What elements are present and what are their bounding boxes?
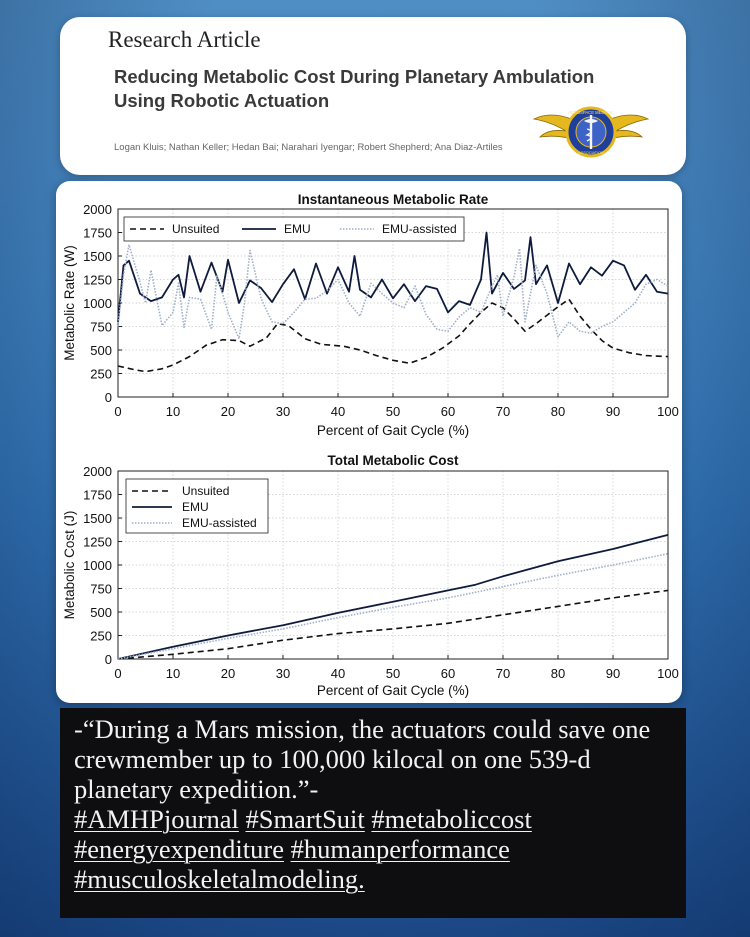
hashtag-link[interactable]: #musculoskeletalmodeling.: [74, 864, 365, 894]
x-tick-label: 40: [331, 404, 345, 419]
y-tick-label: 750: [90, 320, 112, 335]
x-tick-label: 60: [441, 666, 455, 681]
series-line-unsuited: [117, 298, 669, 373]
article-title: Reducing Metabolic Cost During Planetary…: [114, 66, 595, 111]
x-tick-label: 20: [221, 666, 235, 681]
x-tick-label: 70: [496, 404, 510, 419]
legend-label: Unsuited: [182, 484, 229, 498]
y-tick-label: 1500: [83, 249, 112, 264]
hashtag-link[interactable]: #SmartSuit: [245, 804, 365, 834]
legend-label: Unsuited: [172, 222, 219, 236]
x-tick-label: 100: [657, 666, 679, 681]
x-tick-label: 0: [114, 404, 121, 419]
article-header-card: Research Article Reducing Metabolic Cost…: [60, 17, 686, 175]
y-tick-label: 1500: [83, 511, 112, 526]
legend-label: EMU: [182, 500, 209, 514]
hashtag-list: #AMHPjournal #SmartSuit #metaboliccost #…: [74, 804, 532, 894]
y-tick-label: 2000: [83, 464, 112, 479]
y-axis-label: Metabolic Rate (W): [62, 245, 77, 361]
legend-label: EMU: [284, 222, 311, 236]
legend-box: [125, 478, 269, 534]
chart-1: 0 250 500 750 1000 1250 1500 1750 2000 0 10 20 30 40 5…: [62, 192, 679, 438]
y-tick-label: 250: [90, 367, 112, 382]
hashtag-link[interactable]: #humanperformance: [290, 834, 510, 864]
y-axis-label: Metabolic Cost (J): [62, 511, 77, 620]
x-tick-label: 50: [386, 666, 400, 681]
quote-paragraph: -“During a Mars mission, the actuators c…: [74, 714, 674, 894]
legend-box: [123, 216, 465, 242]
x-axis-label: Percent of Gait Cycle (%): [317, 683, 469, 698]
series-line-emu-assisted: [117, 552, 669, 660]
hashtag-link[interactable]: #energyexpenditure: [74, 834, 284, 864]
x-tick-label: 40: [331, 666, 345, 681]
x-tick-label: 60: [441, 404, 455, 419]
legend: Unsuited EMU EMU-assisted: [125, 478, 269, 534]
figure-card: 0 250 500 750 1000 1250 1500 1750 2000 0 10 20 30 40 5…: [56, 181, 682, 703]
chart-title: Total Metabolic Cost: [327, 453, 459, 468]
series-line-unsuited: [117, 589, 669, 660]
y-tick-label: 500: [90, 343, 112, 358]
x-tick-label: 10: [166, 666, 180, 681]
x-tick-label: 90: [606, 404, 620, 419]
y-tick-label: 2000: [83, 202, 112, 217]
y-tick-label: 750: [90, 582, 112, 597]
x-tick-label: 50: [386, 404, 400, 419]
quote-box: -“During a Mars mission, the actuators c…: [60, 708, 686, 918]
legend-label: EMU-assisted: [182, 516, 257, 530]
y-tick-label: 0: [105, 652, 112, 667]
x-tick-label: 100: [657, 404, 679, 419]
article-kicker: Research Article: [108, 27, 261, 52]
y-tick-label: 1750: [83, 488, 112, 503]
x-tick-label: 30: [276, 666, 290, 681]
series-line-emu: [117, 534, 669, 660]
hashtag-link[interactable]: #AMHPjournal: [74, 804, 239, 834]
y-tick-label: 0: [105, 390, 112, 405]
x-tick-label: 0: [114, 666, 121, 681]
y-tick-label: 1750: [83, 226, 112, 241]
x-tick-label: 90: [606, 666, 620, 681]
x-tick-label: 30: [276, 404, 290, 419]
y-tick-label: 250: [90, 629, 112, 644]
x-tick-label: 20: [221, 404, 235, 419]
article-authors: Logan Kluis; Nathan Keller; Hedan Bai; N…: [114, 142, 503, 153]
quote-text: -“During a Mars mission, the actuators c…: [74, 714, 651, 804]
y-tick-label: 1250: [83, 273, 112, 288]
chart-2: 0 250 500 750 1000 1250 1500 1750 2000 0 10 20 30 40 5…: [62, 453, 679, 698]
logo-text-bottom: ASSOCIATION: [578, 151, 604, 155]
chart-title: Instantaneous Metabolic Rate: [298, 192, 489, 207]
y-tick-label: 500: [90, 605, 112, 620]
hashtag-link[interactable]: #metaboliccost: [371, 804, 532, 834]
x-axis-label: Percent of Gait Cycle (%): [317, 423, 469, 438]
x-tick-label: 80: [551, 666, 565, 681]
x-tick-label: 10: [166, 404, 180, 419]
y-tick-label: 1000: [83, 558, 112, 573]
x-tick-label: 70: [496, 666, 510, 681]
legend-label: EMU-assisted: [382, 222, 457, 236]
y-tick-label: 1250: [83, 535, 112, 550]
legend: Unsuited EMU EMU-assisted: [123, 216, 465, 242]
logo-text-top: AEROSPACE MEDICAL: [568, 110, 614, 115]
x-tick-label: 80: [551, 404, 565, 419]
y-tick-label: 1000: [83, 296, 112, 311]
series-line-emu-assisted: [117, 243, 669, 340]
association-logo: AEROSPACE MEDICAL ASSOCIATION: [532, 106, 650, 158]
series-line-emu: [117, 231, 669, 322]
